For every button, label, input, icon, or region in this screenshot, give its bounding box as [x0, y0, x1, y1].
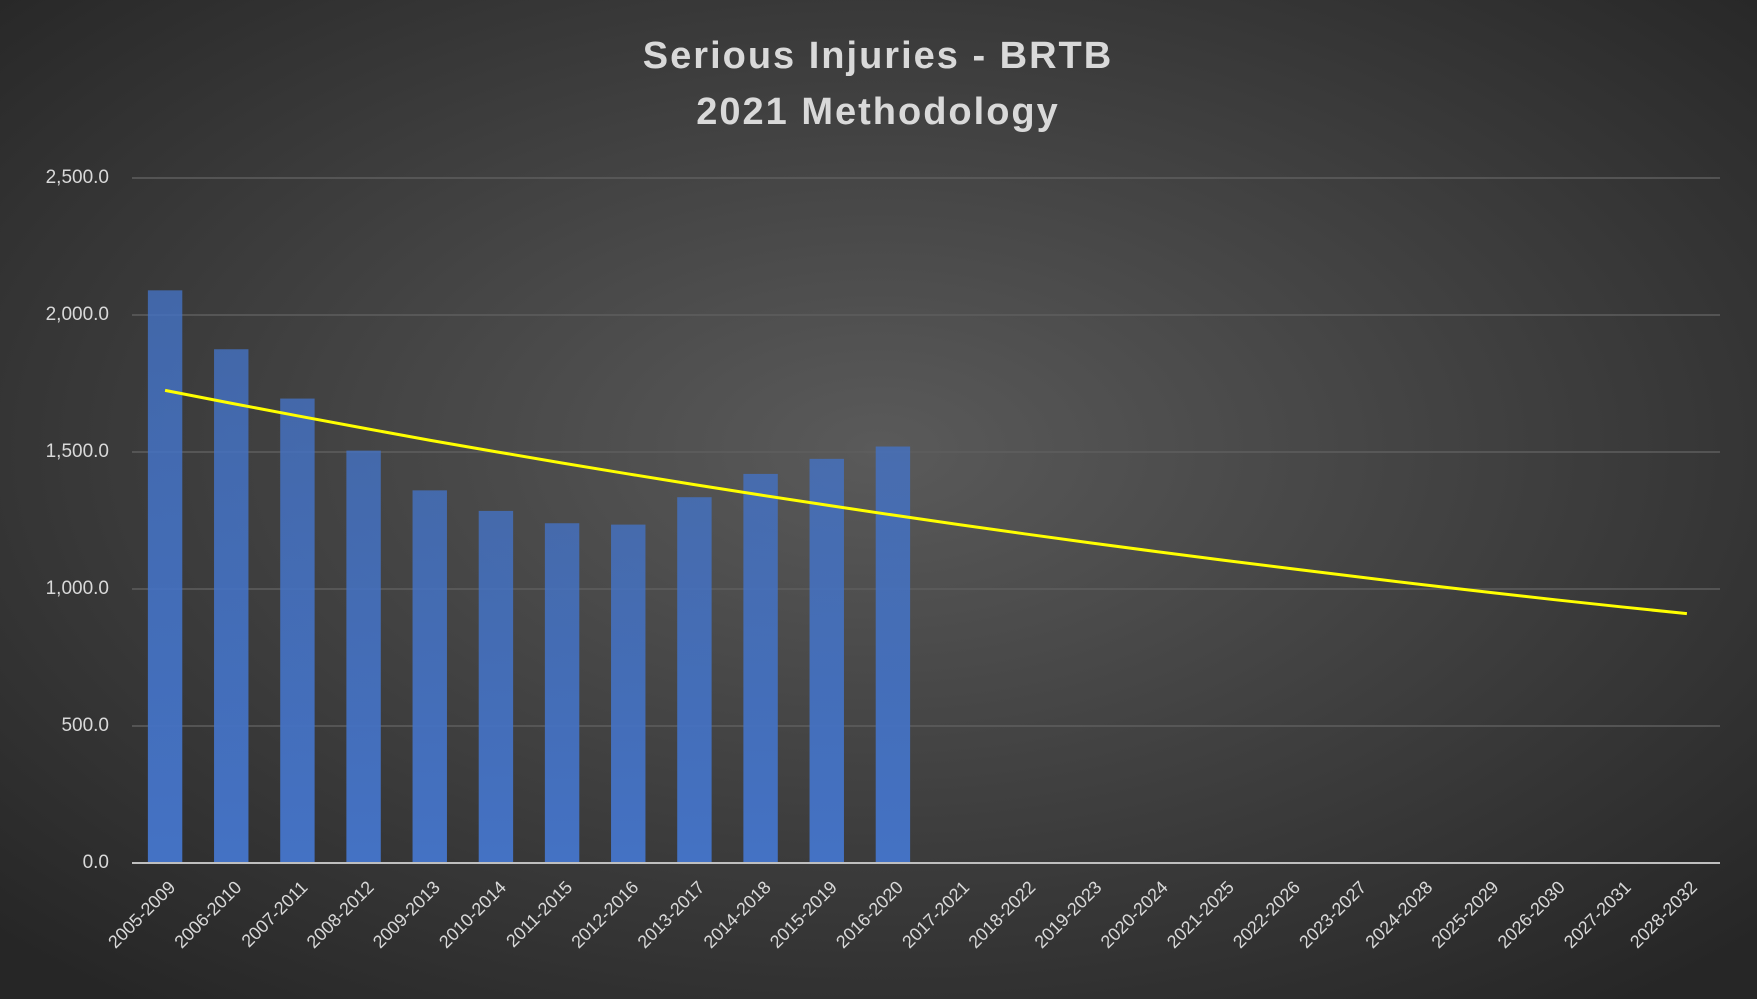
bar	[280, 398, 315, 863]
y-tick-label: 2,000.0	[46, 304, 109, 325]
bar	[743, 473, 778, 863]
bar	[544, 523, 580, 863]
bar	[147, 290, 183, 864]
y-tick-label: 0.0	[83, 852, 109, 873]
y-tick-label: 1,000.0	[46, 578, 109, 599]
bar	[809, 458, 844, 863]
y-tick-label: 2,500.0	[46, 167, 109, 188]
chart-subtitle: 2021 Methodology	[696, 91, 1060, 133]
y-tick-label: 500.0	[61, 715, 109, 736]
chart-title: Serious Injuries - BRTB	[643, 35, 1113, 77]
y-tick-label: 1,500.0	[46, 441, 109, 462]
bar	[412, 490, 447, 863]
bar	[611, 524, 646, 863]
bar	[677, 497, 712, 863]
bar	[875, 446, 911, 863]
trend-line	[164, 388, 1688, 616]
bar	[214, 349, 249, 863]
bar	[478, 510, 514, 863]
bar	[346, 450, 381, 863]
